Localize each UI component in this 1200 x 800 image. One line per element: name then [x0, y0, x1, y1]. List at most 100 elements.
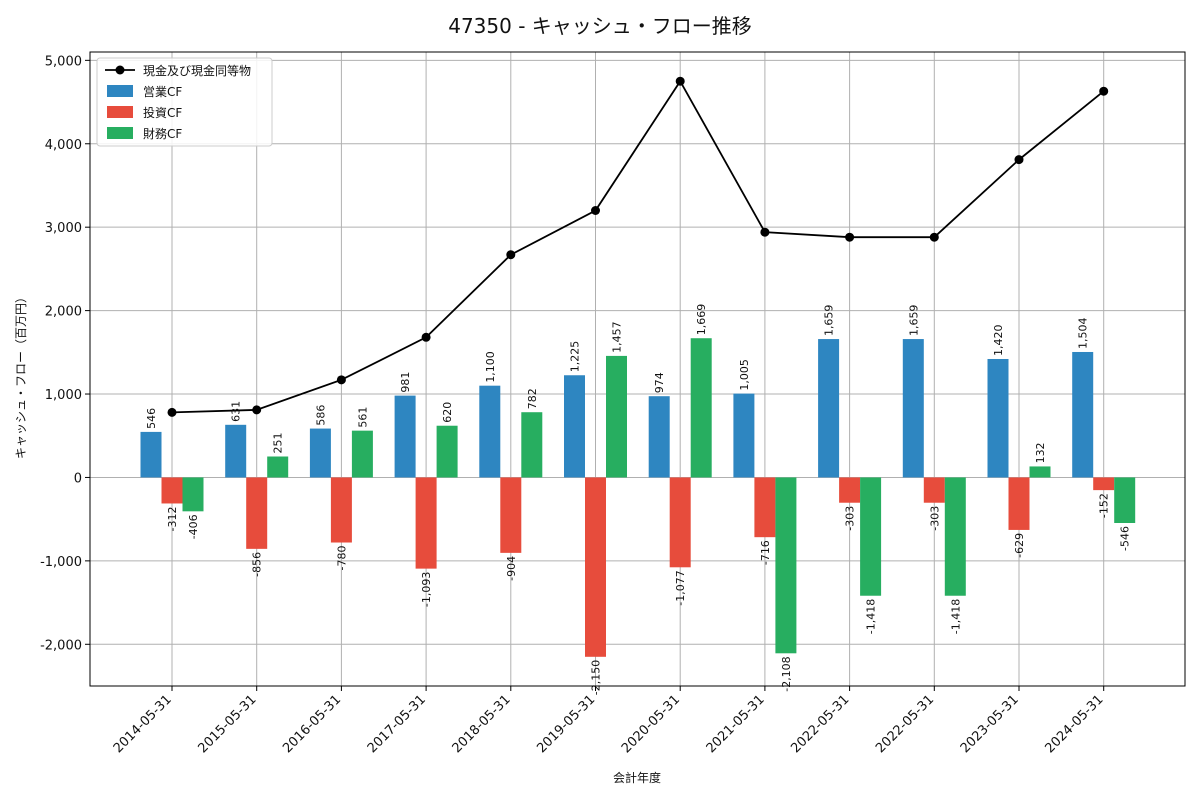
bar-labels: 546 631 586 981 1,100 1,225 974 1,005 1,659 1,659… [145, 304, 1132, 696]
bar-value-label: 631 [230, 401, 243, 422]
y-tick-label: 2,000 [45, 305, 82, 320]
bar-value-label: 974 [653, 372, 666, 393]
cash-line-point [675, 76, 685, 86]
bar-財務CF [267, 456, 289, 478]
bar-value-label: -716 [759, 540, 772, 565]
bar-財務CF [690, 338, 712, 478]
bar-value-label: -303 [844, 506, 857, 531]
bar-営業CF [1072, 351, 1094, 478]
bar-value-label: 1,504 [1077, 317, 1090, 349]
x-tick-label: 2017-05-31 [365, 692, 429, 756]
bar-財務CF [606, 355, 627, 478]
bar-value-label: 546 [145, 408, 158, 429]
bar-value-label: 586 [314, 405, 327, 426]
x-tick-label: 2022-05-31 [873, 692, 937, 756]
bar-value-label: -1,077 [674, 570, 687, 605]
bar-営業CF [818, 339, 840, 478]
bar-営業CF [987, 358, 1009, 478]
cash-line-point [506, 250, 516, 260]
bar-財務CF [436, 425, 458, 478]
bar-営業CF [225, 424, 247, 478]
bar-value-label: -312 [166, 506, 179, 531]
bar-value-label: -152 [1098, 493, 1111, 518]
bar-投資CF [330, 477, 352, 543]
y-tick-label: 0 [74, 471, 82, 486]
cash-line-point [929, 232, 939, 242]
y-tick-label: 1,000 [45, 388, 82, 403]
bar-value-label: -1,418 [949, 599, 962, 634]
bar-営業CF [479, 385, 501, 478]
bar-投資CF [246, 477, 268, 549]
bar-営業CF [648, 396, 670, 478]
bar-value-label: 1,659 [823, 305, 836, 337]
bar-財務CF [1114, 477, 1136, 523]
y-tick-label: 5,000 [45, 54, 82, 69]
bar-財務CF [1029, 466, 1051, 478]
legend-label: 投資CF [143, 105, 182, 120]
bar-value-label: 1,659 [907, 305, 920, 337]
chart-title: 47350 - キャッシュ・フロー推移 [448, 14, 752, 38]
legend-bar-swatch [107, 106, 133, 118]
cash-line-point [1099, 86, 1109, 96]
bar-財務CF [351, 430, 373, 478]
bar-投資CF [500, 477, 522, 553]
bar-財務CF [182, 477, 204, 512]
bar-value-label: 1,420 [992, 324, 1005, 356]
bar-value-label: 561 [356, 407, 369, 428]
legend-bar-swatch [107, 85, 133, 97]
bar-value-label: -780 [335, 546, 348, 571]
x-tick-label: 2019-05-31 [534, 692, 598, 756]
bar-value-label: -546 [1119, 526, 1132, 551]
bar-営業CF [140, 431, 162, 478]
legend-label: 営業CF [143, 85, 182, 99]
bar-value-label: 981 [399, 372, 412, 393]
bar-営業CF [309, 428, 331, 478]
cash-line-point [167, 407, 177, 417]
bar-value-label: -406 [187, 514, 200, 539]
bar-value-label: 620 [441, 402, 454, 423]
bar-value-label: -1,418 [865, 599, 878, 634]
legend-bar-swatch [107, 127, 133, 139]
bar-営業CF [564, 375, 585, 478]
x-tick-label: 2016-05-31 [280, 692, 344, 756]
x-tick-label: 2024-05-31 [1042, 692, 1106, 756]
x-tick-label: 2018-05-31 [450, 692, 514, 756]
cash-line-point [1014, 155, 1024, 165]
y-tick-label: 3,000 [45, 221, 82, 236]
cash-line-point [591, 206, 600, 215]
bar-value-label: 132 [1034, 442, 1047, 463]
bar-営業CF [394, 395, 416, 478]
legend-marker [115, 65, 125, 75]
bar-財務CF [521, 412, 543, 478]
bar-営業CF [733, 393, 755, 478]
legend-box [96, 57, 273, 147]
x-tick-label: 2015-05-31 [195, 692, 259, 756]
cash-line-point [421, 332, 431, 342]
legend-label: 財務CF [143, 126, 182, 141]
bar-value-label: -1,093 [420, 572, 433, 607]
y-axis-label: キャッシュ・フロー（百万円） [14, 291, 28, 459]
bar-投資CF [585, 477, 606, 657]
cash-line-point [760, 227, 770, 237]
bar-value-label: 1,669 [695, 304, 708, 336]
bar-投資CF [923, 477, 945, 503]
y-tick-label: -2,000 [40, 638, 82, 653]
x-tick-label: 2014-05-31 [111, 692, 175, 756]
bar-value-label: 1,005 [738, 359, 751, 391]
bar-value-label: -904 [505, 556, 518, 581]
bar-財務CF [775, 477, 797, 654]
bar-value-label: -2,108 [780, 656, 793, 691]
bar-投資CF [161, 477, 183, 504]
cash-line-point [845, 232, 855, 242]
cash-line-path [171, 79, 1105, 414]
cash-line-point [336, 375, 346, 385]
x-tick-label: 2021-05-31 [704, 692, 768, 756]
bar-投資CF [754, 477, 776, 538]
bar-営業CF [902, 339, 924, 478]
bar-value-label: 1,457 [611, 321, 624, 353]
bar-投資CF [669, 477, 691, 568]
bar-value-label: 1,100 [484, 351, 497, 383]
